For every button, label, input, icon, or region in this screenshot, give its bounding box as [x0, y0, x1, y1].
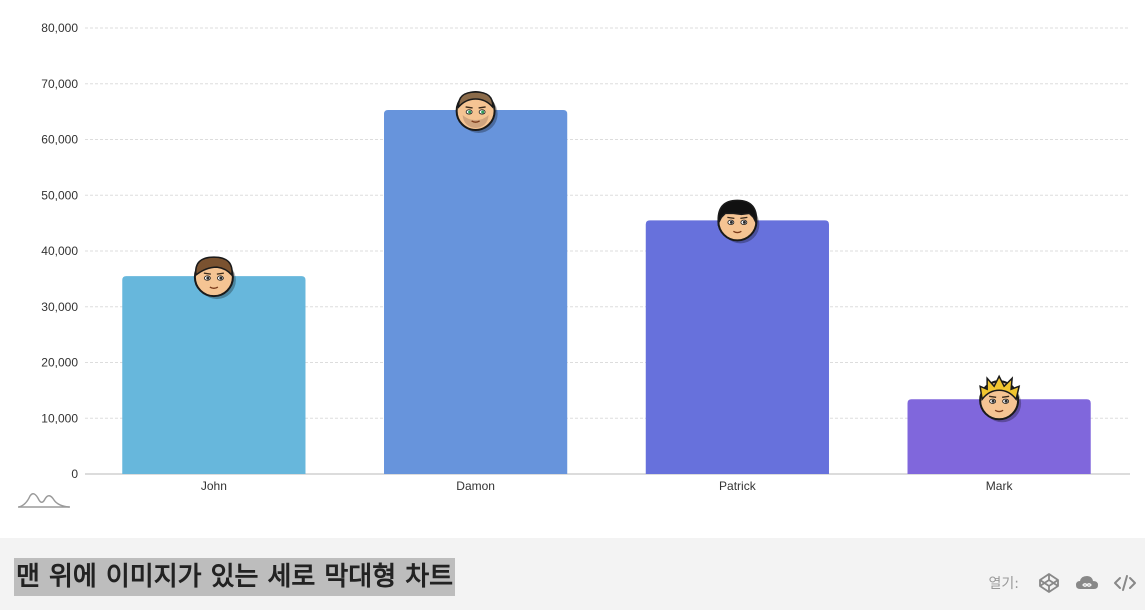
- open-with-toolbar: 열기:: [989, 570, 1137, 596]
- grid-lines: [85, 27, 1130, 475]
- bar[interactable]: [907, 399, 1091, 474]
- bar[interactable]: [122, 276, 306, 474]
- y-tick-label: 10,000: [41, 411, 78, 425]
- x-tick-label: Patrick: [719, 479, 757, 493]
- man-stubble-icon[interactable]: [455, 90, 498, 133]
- x-tick-label: Damon: [456, 479, 495, 493]
- bar-chart: 0 10,000 20,000 30,000 40,000 50,000 60,000 70,…: [41, 21, 1130, 493]
- chart-area: 0 10,000 20,000 30,000 40,000 50,000 60,000 70,…: [18, 21, 1130, 510]
- y-tick-label: 0: [71, 467, 78, 481]
- boy-black-bangs-icon[interactable]: [717, 199, 760, 244]
- open-with-label: 열기:: [988, 576, 1019, 592]
- bar[interactable]: [384, 109, 568, 474]
- boy-brown-hair-icon[interactable]: [193, 256, 236, 300]
- footer-bar: 맨 위에 이미지가 있는 세로 막대형 차트 열기:: [0, 538, 1145, 610]
- x-tick-label: John: [201, 479, 227, 493]
- codepen-icon[interactable]: [1037, 571, 1061, 595]
- jsfiddle-icon[interactable]: [1075, 571, 1099, 595]
- bars: [122, 109, 1091, 474]
- bar-bullet-images: [193, 90, 1022, 423]
- source-code-icon[interactable]: [1113, 571, 1137, 595]
- y-tick-label: 40,000: [41, 244, 78, 258]
- boy-blond-spiky-icon[interactable]: [979, 374, 1022, 423]
- y-tick-label: 30,000: [41, 300, 78, 314]
- bar[interactable]: [645, 220, 829, 474]
- y-tick-label: 60,000: [41, 133, 78, 147]
- x-axis-labels: John Damon Patrick Mark: [201, 479, 1014, 493]
- page-title: 맨 위에 이미지가 있는 세로 막대형 차트: [14, 558, 456, 596]
- amcharts-logo-icon[interactable]: [18, 490, 70, 510]
- y-tick-label: 20,000: [41, 356, 78, 370]
- y-tick-label: 80,000: [41, 21, 78, 35]
- y-axis-ticks: 0 10,000 20,000 30,000 40,000 50,000 60,000 70,…: [41, 21, 78, 481]
- y-tick-label: 50,000: [41, 188, 78, 202]
- y-tick-label: 70,000: [41, 77, 78, 91]
- x-tick-label: Mark: [986, 479, 1014, 493]
